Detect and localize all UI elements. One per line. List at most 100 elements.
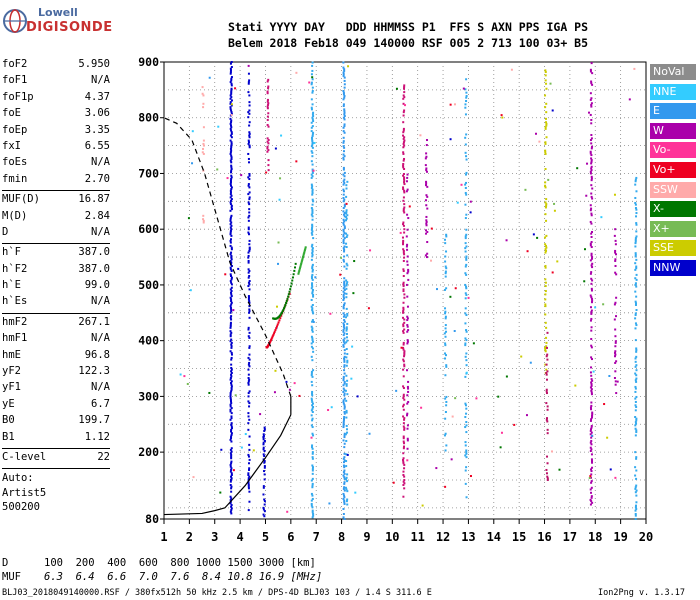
echo-column-point — [406, 295, 409, 298]
echo-column-point — [403, 318, 406, 321]
echo-column-point — [230, 281, 233, 284]
echo-column-point — [546, 358, 549, 361]
echo-column-point — [202, 94, 205, 97]
echo-column-point — [591, 256, 594, 259]
echo-column-point — [342, 507, 345, 510]
echo-column-point — [402, 395, 405, 398]
echo-column-point — [310, 424, 313, 427]
echo-column-point — [230, 341, 233, 344]
echo-column-point — [230, 375, 233, 378]
echo-column-point — [444, 307, 447, 310]
echo-column-point — [465, 173, 468, 176]
echo-column-point — [590, 391, 593, 394]
echo-column-point — [545, 392, 548, 395]
echo-column-point — [591, 145, 594, 148]
echo-column-point — [247, 356, 250, 359]
echo-column-point — [635, 350, 638, 353]
param-row-b1: B1 1.12 — [2, 431, 162, 447]
x-tick-label: 13 — [461, 530, 475, 544]
echo-column-point — [311, 273, 314, 276]
echo-column-point — [544, 266, 547, 269]
echo-column-point — [342, 325, 345, 328]
echo-column-point — [247, 298, 250, 301]
echo-column-point — [267, 169, 270, 172]
echo-column-point — [311, 509, 314, 512]
echo-column-point — [230, 417, 233, 420]
echo-column-point — [590, 137, 593, 140]
scatter-echo — [592, 370, 595, 373]
echo-column-point — [310, 207, 313, 210]
echo-column-point — [406, 315, 409, 318]
echo-column-point — [402, 249, 405, 252]
echo-column-point — [635, 429, 638, 432]
echo-column-point — [464, 247, 467, 250]
echo-column-point — [343, 412, 346, 415]
echo-column-point — [465, 255, 468, 258]
scatter-echo — [472, 342, 475, 345]
x-mode-trace — [290, 282, 293, 285]
echo-column-point — [230, 146, 233, 149]
echo-column-point — [248, 214, 251, 217]
echo-column-point — [311, 265, 314, 268]
echo-column-point — [346, 379, 349, 382]
echo-column-point — [635, 176, 638, 179]
o-mode-trace — [272, 333, 275, 336]
echo-column-point — [248, 101, 251, 104]
echo-column-point — [590, 383, 593, 386]
echo-column-point — [346, 312, 349, 315]
echo-column-point — [635, 267, 638, 270]
echo-column-point — [402, 360, 405, 363]
echo-column-point — [345, 399, 348, 402]
param-value: 3.35 — [84, 123, 110, 136]
echo-column-point — [346, 480, 349, 483]
echo-column-point — [402, 146, 405, 149]
echo-column-point — [425, 152, 428, 155]
echo-column-point — [544, 206, 547, 209]
echo-column-point — [545, 368, 548, 371]
o-mode-trace — [271, 335, 274, 338]
echo-column-point — [590, 436, 593, 439]
echo-column-point — [590, 222, 593, 225]
echo-column-point — [545, 234, 548, 237]
d-scale-values: 100 200 400 600 800 1000 1500 3000 [km] — [44, 557, 316, 569]
echo-column-point — [345, 383, 348, 386]
echo-column-point — [403, 191, 406, 194]
echo-column-point — [343, 472, 346, 475]
echo-column-point — [591, 414, 594, 417]
echo-column-point — [311, 320, 314, 323]
echo-column-point — [589, 433, 592, 436]
echo-column-point — [311, 215, 314, 218]
echo-column-point — [345, 411, 348, 414]
echo-column-point — [311, 270, 314, 273]
echo-column-point — [465, 352, 468, 355]
echo-column-point — [311, 444, 314, 447]
echo-column-point — [343, 118, 346, 121]
echo-column-point — [590, 481, 593, 484]
echo-column-point — [311, 327, 314, 330]
echo-column-point — [311, 267, 314, 270]
echo-column-point — [544, 363, 547, 366]
echo-column-point — [266, 140, 269, 143]
echo-column-point — [591, 262, 594, 265]
o-mode-trace — [271, 336, 274, 339]
echo-column-point — [590, 241, 593, 244]
o-mode-trace — [277, 321, 280, 324]
echo-column-point — [464, 88, 467, 91]
x-mode-trace — [291, 279, 294, 282]
param-row-m-d-: M(D) 2.84 — [2, 210, 162, 226]
echo-column-point — [545, 390, 548, 393]
scatter-echo — [606, 436, 609, 439]
echo-column-point — [262, 433, 265, 436]
param-key: foE — [2, 107, 21, 120]
scatter-echo — [368, 432, 371, 435]
echo-column-point — [613, 376, 616, 379]
echo-column-point — [589, 98, 592, 101]
echo-column-point — [444, 270, 447, 273]
echo-column-point — [634, 360, 637, 363]
echo-column-point — [545, 371, 548, 374]
echo-column-point — [230, 363, 233, 366]
echo-column-point — [311, 394, 314, 397]
echo-column-point — [590, 142, 593, 145]
scatter-echo — [602, 303, 605, 306]
echo-column-point — [402, 208, 405, 211]
